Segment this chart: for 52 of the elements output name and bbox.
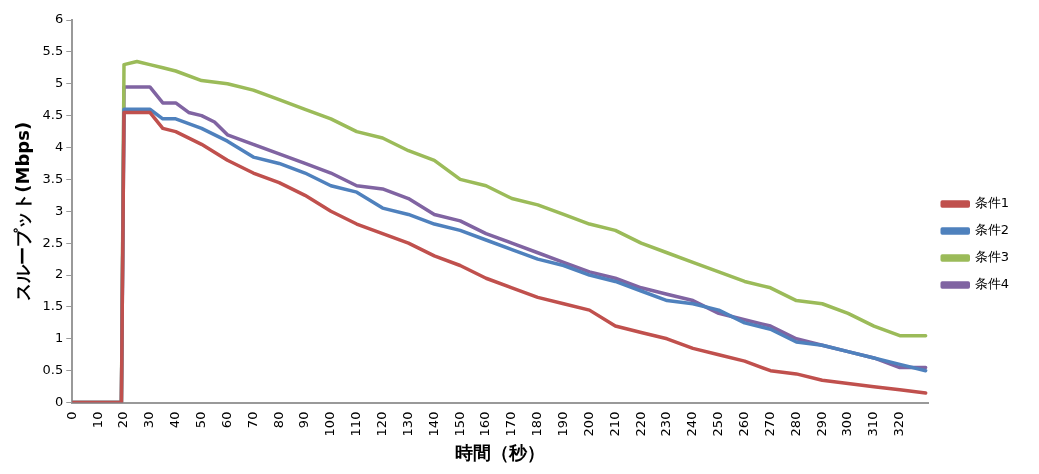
y-tick-label: 1: [54, 330, 64, 346]
x-tick-label: 180: [529, 411, 545, 437]
x-tick-label: 250: [710, 411, 726, 437]
x-tick-label: 0: [63, 411, 79, 420]
x-tick-label: 230: [658, 411, 674, 437]
legend-label: 条件3: [974, 249, 1010, 265]
x-axis-title: 時間（秒）: [455, 441, 546, 463]
y-tick-label: 5: [54, 75, 64, 91]
y-tick-label: 0: [54, 393, 64, 409]
x-tick-label: 80: [270, 411, 286, 429]
x-tick-label: 140: [425, 411, 441, 437]
legend-label: 条件2: [974, 222, 1010, 238]
x-tick-label: 310: [865, 411, 881, 437]
x-tick-label: 70: [244, 411, 260, 429]
x-tick-label: 300: [839, 411, 855, 437]
y-tick-label: 2: [54, 266, 64, 282]
legend-label: 条件1: [974, 195, 1010, 211]
x-tick-label: 100: [322, 411, 338, 437]
x-tick-label: 280: [787, 411, 803, 437]
x-tick-label: 290: [813, 411, 829, 437]
x-tick-label: 270: [761, 411, 777, 437]
legend-label: 条件4: [974, 276, 1010, 292]
y-tick-label: 6: [54, 11, 64, 27]
x-tick-label: 170: [503, 411, 519, 437]
x-tick-label: 220: [632, 411, 648, 437]
x-tick-label: 260: [736, 411, 751, 437]
y-tick-label: 1.5: [42, 298, 64, 314]
y-tick-label: 3.5: [42, 170, 64, 186]
x-tick-label: 60: [218, 411, 234, 429]
x-tick-label: 10: [89, 411, 105, 429]
x-tick-label: 20: [115, 411, 131, 429]
x-tick-label: 130: [399, 411, 415, 437]
x-tick-label: 110: [348, 411, 364, 437]
x-tick-label: 50: [192, 411, 208, 429]
y-axis-title: スループット(Mbps): [12, 121, 34, 301]
y-tick-label: 3: [54, 202, 64, 218]
y-tick-label: 5.5: [42, 43, 64, 59]
x-tick-label: 120: [373, 411, 389, 437]
x-tick-label: 210: [606, 411, 622, 437]
y-tick-label: 4.5: [42, 107, 64, 123]
x-tick-label: 90: [296, 411, 312, 429]
x-tick-label: 40: [167, 411, 183, 429]
x-tick-label: 30: [141, 411, 157, 429]
x-tick-label: 240: [684, 411, 700, 437]
x-tick-label: 190: [554, 411, 570, 437]
x-tick-label: 200: [580, 411, 596, 437]
x-tick-label: 160: [477, 411, 493, 437]
x-tick-label: 150: [451, 411, 467, 437]
y-tick-label: 4: [54, 138, 64, 154]
x-tick-label: 320: [891, 411, 907, 437]
y-tick-label: 0.5: [42, 362, 64, 378]
y-tick-label: 2.5: [42, 234, 64, 250]
